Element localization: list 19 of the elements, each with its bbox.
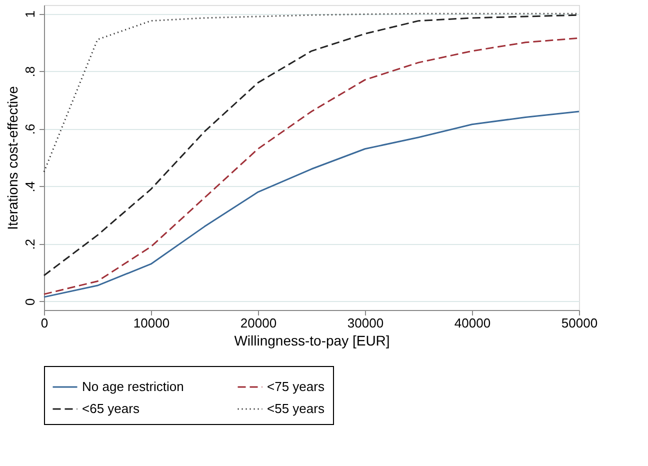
legend-label: No age restriction bbox=[82, 379, 184, 394]
y-tick-label: 0 bbox=[22, 298, 38, 306]
y-axis-title: Iterations cost-effective bbox=[4, 86, 20, 230]
x-tick-label: 10000 bbox=[133, 316, 170, 330]
legend-label: <55 years bbox=[267, 401, 325, 416]
line-series bbox=[43, 110, 580, 298]
y-tick-label: .6 bbox=[22, 124, 38, 135]
x-tick-label: 40000 bbox=[454, 316, 491, 330]
x-axis-title: Willingness-to-pay [EUR] bbox=[234, 332, 390, 348]
y-tick-label: .8 bbox=[22, 66, 38, 78]
x-tick-label: 0 bbox=[40, 316, 48, 330]
x-tick-label: 30000 bbox=[347, 316, 384, 330]
y-tick-label: .4 bbox=[22, 181, 38, 192]
legend-label: <75 years bbox=[267, 379, 325, 394]
legend-label: <65 years bbox=[82, 401, 140, 416]
y-tick-label: .2 bbox=[22, 238, 38, 250]
y-tick-label: 1 bbox=[22, 10, 38, 18]
x-tick-label: 50000 bbox=[561, 316, 598, 330]
x-tick-label: 20000 bbox=[240, 316, 277, 330]
